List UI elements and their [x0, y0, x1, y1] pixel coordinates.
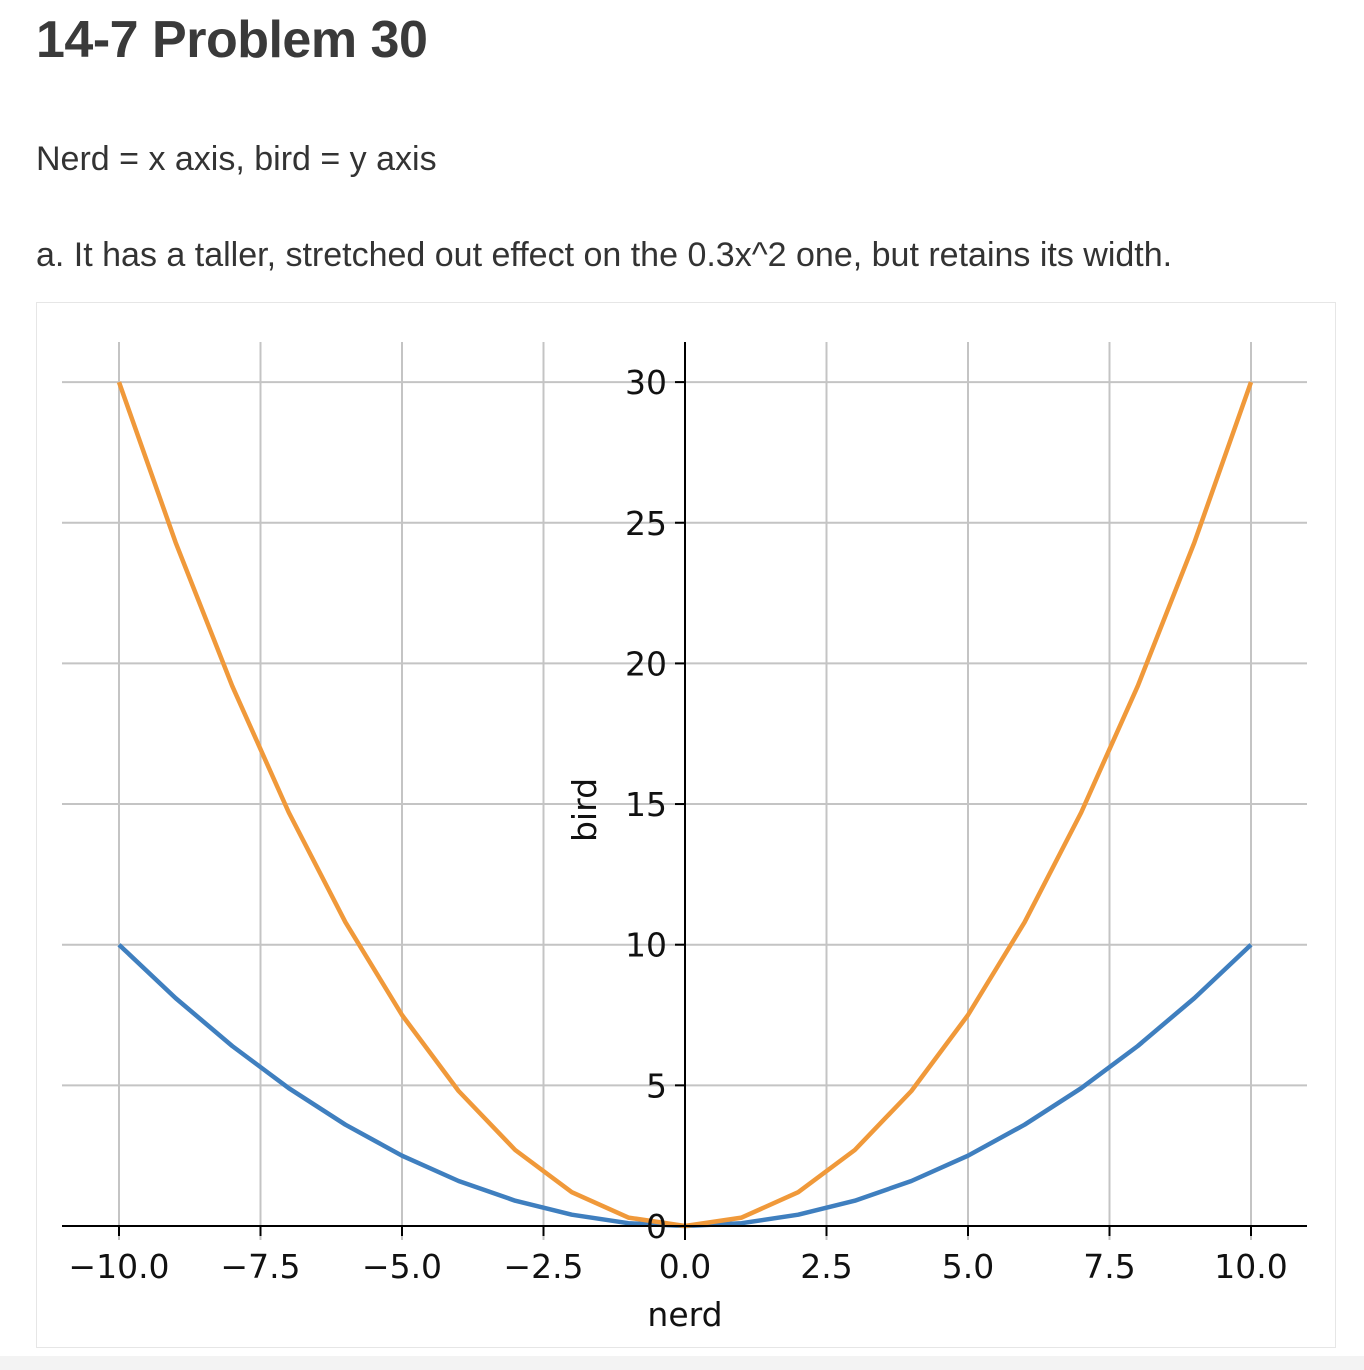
figure-frame [36, 302, 1336, 1348]
page-title: 14-7 Problem 30 [36, 11, 428, 69]
axis-note-paragraph: Nerd = x axis, bird = y axis [36, 140, 437, 178]
answer-a-paragraph: a. It has a taller, stretched out effect… [36, 236, 1173, 274]
footer-strip [0, 1356, 1364, 1370]
